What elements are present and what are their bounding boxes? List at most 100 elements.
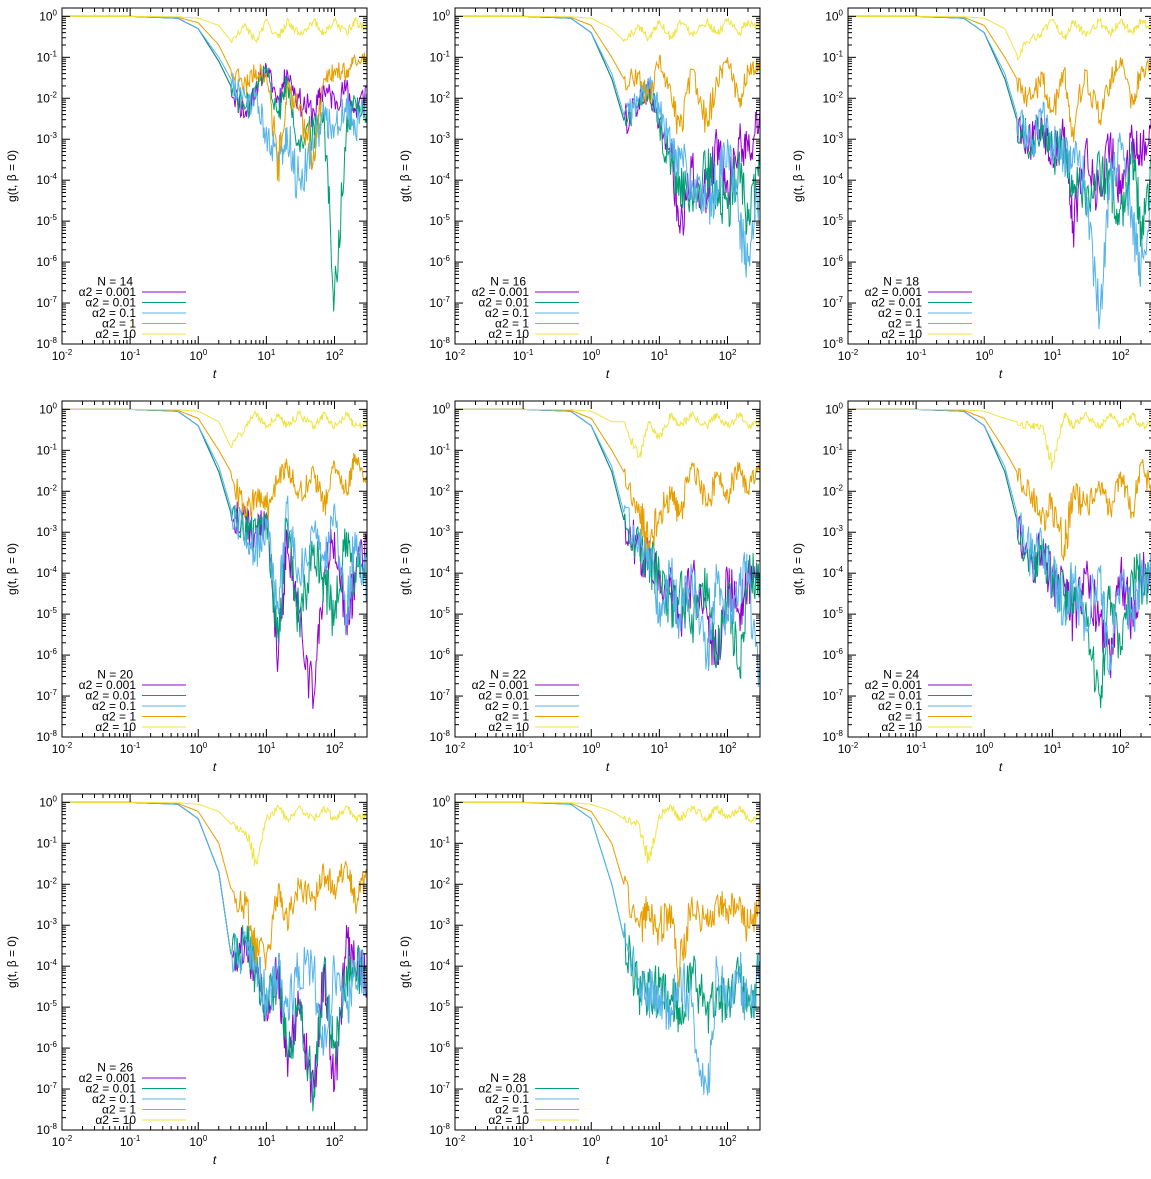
chart-svg-n26: 10-2 10-1 100 101 10210-810-710-610-510-410-… <box>5 793 368 1167</box>
y-tick-label: 10-5 <box>823 213 844 228</box>
y-tick-label: 10-1 <box>823 442 844 457</box>
y-tick-label: 10-8 <box>37 336 58 351</box>
y-tick-label: 10-8 <box>37 1122 58 1137</box>
plot-frame <box>61 400 368 738</box>
legend-entry-label: α2 = 0.01 <box>478 1082 529 1096</box>
y-tick-label: 10-3 <box>37 131 58 146</box>
legend-entry-label: α2 = 10 <box>95 720 136 734</box>
series-group <box>848 15 1151 330</box>
y-tick-label: 10-1 <box>430 49 451 64</box>
y-tick-label: 10-1 <box>430 442 451 457</box>
legend-entry-label: α2 = 0.001 <box>79 285 137 299</box>
x-axis: 10-2 10-1 100 101 102 <box>52 794 368 1149</box>
y-axis-label: g(t, β = 0) <box>791 150 805 202</box>
legend-title: N = 22 <box>490 668 526 682</box>
chart-panel-n28: 10-2 10-1 100 101 102 10-8 10-7 10-6 10-5 10-4 10-… <box>393 786 786 1179</box>
x-tick-label: 10-1 <box>906 741 927 756</box>
series-line <box>848 15 1151 248</box>
series-line <box>62 408 367 448</box>
y-tick-label: 10-2 <box>37 90 58 105</box>
series-line <box>455 801 760 1096</box>
series-group <box>62 801 367 1112</box>
y-tick-label: 100 <box>432 8 450 23</box>
series-line <box>62 801 367 866</box>
chart-panel-n18: 10-2 10-1 100 101 102 10-8 10-7 10-6 10-5 10-4 10-… <box>786 0 1151 393</box>
series-line <box>455 408 760 459</box>
series-line <box>455 15 760 278</box>
y-tick-label: 10-7 <box>823 295 844 310</box>
x-tick-label: 10-2 <box>838 741 859 756</box>
y-tick-label: 10-8 <box>823 336 844 351</box>
y-tick-label: 10-3 <box>430 524 451 539</box>
y-tick-label: 10-2 <box>430 483 451 498</box>
y-axis-label: g(t, β = 0) <box>398 543 412 595</box>
x-tick-label: 102 <box>719 348 737 363</box>
y-tick-label: 10-7 <box>430 1081 451 1096</box>
legend-entry-label: α2 = 1 <box>495 710 529 724</box>
chart-panel-n16: 10-2 10-1 100 101 102 10-8 10-7 10-6 10-5 10-4 10-… <box>393 0 786 393</box>
series-line <box>455 408 760 666</box>
y-axis: 10-8 10-7 10-6 10-5 10-4 10-3 10-2 10-1 100 <box>430 8 760 351</box>
y-tick-label: 100 <box>825 401 843 416</box>
y-tick-label: 10-1 <box>823 49 844 64</box>
x-axis: 10-2 10-1 100 101 102 <box>445 401 761 756</box>
y-tick-label: 10-5 <box>823 606 844 621</box>
y-tick-label: 100 <box>825 8 843 23</box>
legend-entry-label: α2 = 0.1 <box>92 699 136 713</box>
y-tick-label: 100 <box>432 794 450 809</box>
x-tick-label: 101 <box>650 348 668 363</box>
series-line <box>455 15 760 235</box>
y-tick-label: 10-6 <box>37 1040 58 1055</box>
legend-entry-label: α2 = 0.01 <box>478 296 529 310</box>
x-axis: 10-2 10-1 100 101 102 <box>838 401 1142 756</box>
y-axis: 10-8 10-7 10-6 10-5 10-4 10-3 10-2 10-1 100 <box>37 8 367 351</box>
x-tick-label: 102 <box>326 348 344 363</box>
series-group <box>455 801 760 1096</box>
chart-svg-n24: 10-2 10-1 100 101 10210-810-710-610-510-410-… <box>791 400 1151 774</box>
legend-entry-label: α2 = 0.01 <box>871 296 922 310</box>
legend-title: N = 28 <box>490 1071 526 1085</box>
legend-entry-label: α2 = 10 <box>488 327 529 341</box>
legend-entry-label: α2 = 0.1 <box>92 1092 136 1106</box>
y-tick-label: 10-4 <box>823 172 844 187</box>
x-axis-label: t <box>213 760 217 774</box>
y-tick-label: 10-6 <box>823 254 844 269</box>
y-axis-label: g(t, β = 0) <box>5 936 19 988</box>
y-tick-label: 10-4 <box>37 958 58 973</box>
x-tick-label: 102 <box>719 1134 737 1149</box>
x-axis-label: t <box>213 1153 217 1167</box>
y-axis-label: g(t, β = 0) <box>398 936 412 988</box>
series-line <box>455 408 760 687</box>
plot-frame <box>454 400 761 738</box>
series-group <box>62 15 367 312</box>
y-tick-label: 10-4 <box>430 565 451 580</box>
x-tick-label: 101 <box>257 741 275 756</box>
legend-entry-label: α2 = 0.01 <box>871 689 922 703</box>
series-group <box>455 15 760 278</box>
y-tick-label: 10-1 <box>37 835 58 850</box>
chart-svg-n20: 10-2 10-1 100 101 10210-810-710-610-510-410-… <box>5 400 368 774</box>
x-tick-label: 10-2 <box>445 348 466 363</box>
x-tick-label: 101 <box>257 1134 275 1149</box>
y-axis: 10-8 10-7 10-6 10-5 10-4 10-3 10-2 10-1 100 <box>37 794 367 1137</box>
plot-frame <box>847 400 1151 738</box>
x-tick-label: 10-2 <box>838 348 859 363</box>
legend-entry-label: α2 = 0.1 <box>485 306 529 320</box>
x-axis: 10-2 10-1 100 101 102 <box>838 8 1142 363</box>
chart-panel-n22: 10-2 10-1 100 101 102 10-8 10-7 10-6 10-5 10-4 10-… <box>393 393 786 786</box>
plot-frame <box>454 793 761 1131</box>
y-tick-label: 10-3 <box>823 131 844 146</box>
x-tick-label: 101 <box>1043 348 1061 363</box>
x-tick-label: 10-1 <box>120 741 141 756</box>
legend-entry-label: α2 = 10 <box>881 327 922 341</box>
x-tick-label: 10-2 <box>445 1134 466 1149</box>
legend-entry-label: α2 = 1 <box>102 710 136 724</box>
y-tick-label: 10-8 <box>430 1122 451 1137</box>
series-line <box>455 801 760 987</box>
legend-entry-label: α2 = 0.1 <box>878 699 922 713</box>
x-tick-label: 10-1 <box>120 348 141 363</box>
x-axis-label: t <box>213 367 217 381</box>
chart-svg-n22: 10-2 10-1 100 101 10210-810-710-610-510-410-… <box>398 400 761 774</box>
